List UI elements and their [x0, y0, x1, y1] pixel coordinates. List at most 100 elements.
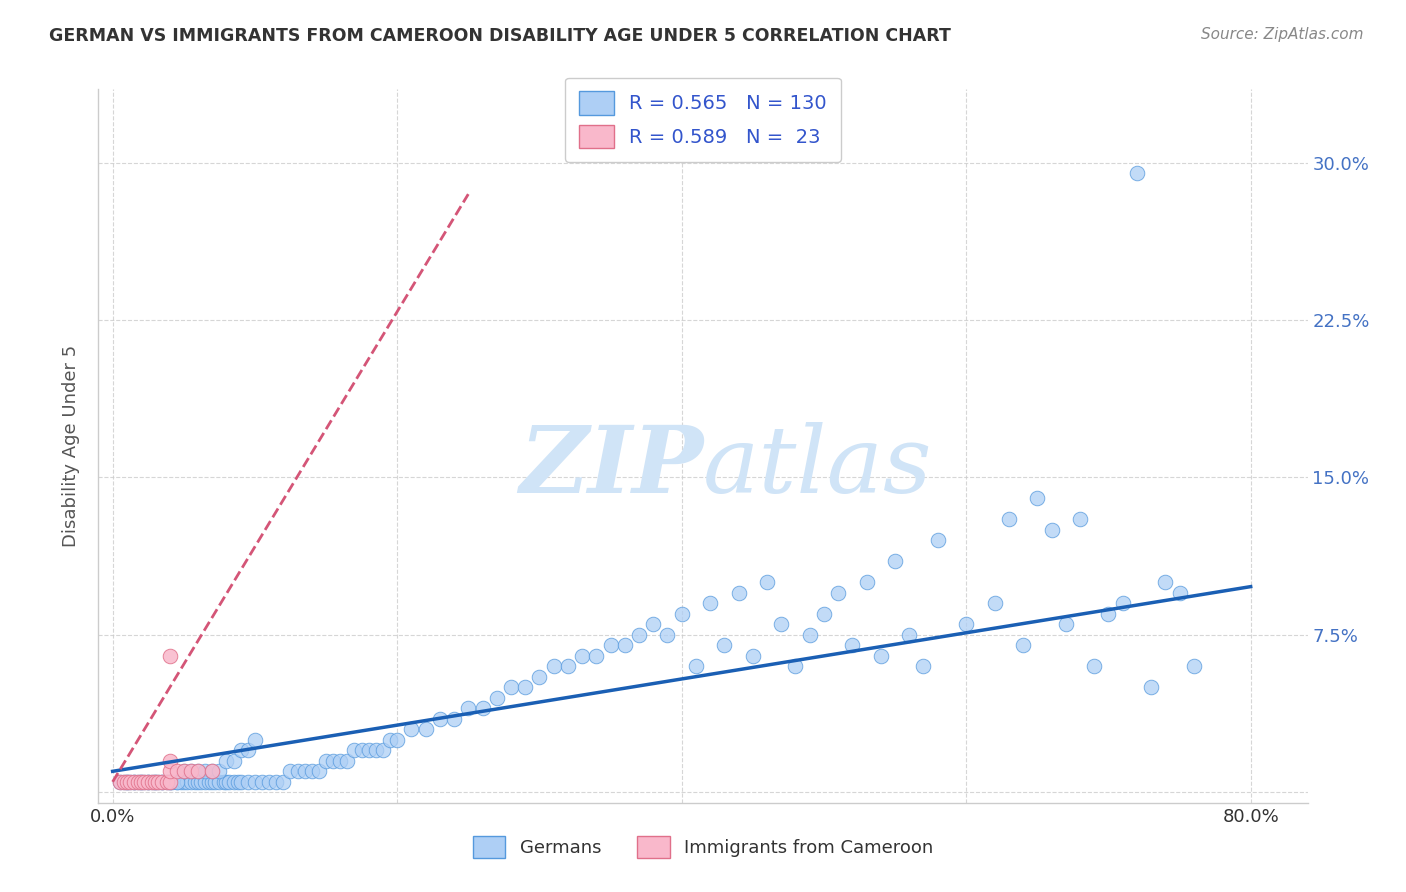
- Point: [226, 774, 249, 789]
- Point: [543, 659, 565, 673]
- Point: [159, 774, 181, 789]
- Point: [827, 586, 849, 600]
- Point: [159, 774, 181, 789]
- Point: [322, 754, 344, 768]
- Point: [273, 774, 295, 789]
- Point: [212, 774, 235, 789]
- Point: [127, 774, 149, 789]
- Point: [190, 774, 212, 789]
- Point: [998, 512, 1021, 526]
- Point: [180, 764, 202, 779]
- Point: [799, 628, 821, 642]
- Point: [264, 774, 287, 789]
- Point: [364, 743, 387, 757]
- Point: [166, 774, 188, 789]
- Point: [336, 754, 359, 768]
- Point: [187, 764, 209, 779]
- Point: [280, 764, 302, 779]
- Point: [146, 774, 169, 789]
- Point: [215, 774, 238, 789]
- Point: [898, 628, 921, 642]
- Point: [343, 743, 366, 757]
- Point: [869, 648, 891, 663]
- Point: [785, 659, 807, 673]
- Point: [152, 774, 174, 789]
- Point: [378, 732, 401, 747]
- Point: [1140, 681, 1163, 695]
- Point: [983, 596, 1005, 610]
- Point: [499, 681, 522, 695]
- Point: [329, 754, 352, 768]
- Point: [429, 712, 451, 726]
- Point: [257, 774, 280, 789]
- Point: [557, 659, 579, 673]
- Point: [129, 774, 152, 789]
- Point: [136, 774, 159, 789]
- Text: atlas: atlas: [703, 423, 932, 512]
- Point: [156, 774, 179, 789]
- Point: [152, 774, 174, 789]
- Point: [180, 764, 202, 779]
- Text: ZIP: ZIP: [519, 423, 703, 512]
- Point: [727, 586, 749, 600]
- Point: [162, 774, 184, 789]
- Point: [1069, 512, 1091, 526]
- Point: [308, 764, 330, 779]
- Point: [115, 774, 138, 789]
- Point: [159, 764, 181, 779]
- Point: [813, 607, 835, 621]
- Point: [194, 764, 217, 779]
- Text: GERMAN VS IMMIGRANTS FROM CAMEROON DISABILITY AGE UNDER 5 CORRELATION CHART: GERMAN VS IMMIGRANTS FROM CAMEROON DISAB…: [49, 27, 950, 45]
- Point: [166, 774, 188, 789]
- Point: [315, 754, 337, 768]
- Point: [218, 774, 240, 789]
- Point: [122, 774, 145, 789]
- Point: [855, 575, 877, 590]
- Y-axis label: Disability Age Under 5: Disability Age Under 5: [62, 345, 80, 547]
- Point: [401, 723, 423, 737]
- Point: [643, 617, 665, 632]
- Point: [1012, 639, 1035, 653]
- Point: [201, 764, 224, 779]
- Point: [485, 690, 508, 705]
- Point: [136, 774, 159, 789]
- Point: [229, 774, 252, 789]
- Point: [176, 774, 198, 789]
- Point: [159, 774, 181, 789]
- Point: [294, 764, 316, 779]
- Point: [415, 723, 437, 737]
- Point: [122, 774, 145, 789]
- Point: [571, 648, 593, 663]
- Point: [1168, 586, 1191, 600]
- Point: [115, 774, 138, 789]
- Point: [350, 743, 373, 757]
- Point: [204, 774, 226, 789]
- Point: [143, 774, 166, 789]
- Point: [884, 554, 907, 568]
- Point: [301, 764, 323, 779]
- Point: [1182, 659, 1205, 673]
- Point: [927, 533, 949, 548]
- Point: [208, 764, 231, 779]
- Point: [671, 607, 693, 621]
- Point: [112, 774, 135, 789]
- Point: [222, 754, 245, 768]
- Point: [243, 732, 266, 747]
- Point: [141, 774, 163, 789]
- Point: [287, 764, 309, 779]
- Point: [1054, 617, 1077, 632]
- Point: [194, 774, 217, 789]
- Point: [1111, 596, 1133, 610]
- Point: [173, 764, 195, 779]
- Point: [132, 774, 155, 789]
- Point: [159, 754, 181, 768]
- Point: [657, 628, 679, 642]
- Point: [122, 774, 145, 789]
- Point: [129, 774, 152, 789]
- Point: [236, 743, 259, 757]
- Point: [166, 764, 188, 779]
- Point: [955, 617, 977, 632]
- Point: [141, 774, 163, 789]
- Point: [756, 575, 779, 590]
- Point: [236, 774, 259, 789]
